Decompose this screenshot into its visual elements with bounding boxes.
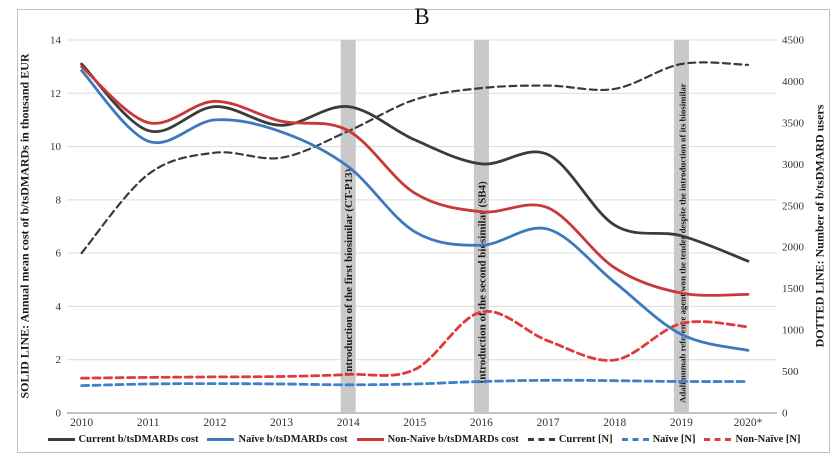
legend-item-current-b-tsdmards-cost: Current b/tsDMARDs cost: [47, 434, 199, 445]
x-tick-2014: 2014: [337, 417, 360, 429]
right-tick-1000: 1000: [782, 325, 805, 337]
x-tick-2017: 2017: [537, 417, 560, 429]
series-line-na-ve-b-tsdmards-cost: [80, 69, 750, 352]
event-annotation-2014: Introduction of the first biosimilar (CT…: [343, 168, 355, 376]
legend-label-non-na-ve-n: Non-Naïve [N]: [735, 434, 801, 445]
series-line-current-n: [80, 61, 750, 255]
x-tick-2016: 2016: [470, 417, 493, 429]
right-tick-2500: 2500: [782, 200, 805, 212]
right-tick-1500: 1500: [782, 283, 805, 295]
series-line-na-ve-n: [80, 378, 750, 387]
event-annotation-2019: Adalimumab reference agent won the tende…: [677, 83, 687, 403]
series-line-non-na-ve-n: [80, 309, 750, 380]
left-tick-14: 14: [50, 35, 62, 47]
event-bar-2019: [673, 40, 689, 412]
right-tick-3500: 3500: [782, 117, 805, 129]
right-tick-0: 0: [782, 408, 788, 420]
left-tick-0: 0: [56, 408, 62, 420]
legend: Current b/tsDMARDs cost Naïve b/tsDMARDs …: [17, 434, 831, 445]
right-tick-4500: 4500: [782, 35, 805, 47]
right-tick-500: 500: [782, 366, 799, 378]
right-tick-3000: 3000: [782, 159, 805, 171]
left-tick-10: 10: [50, 141, 62, 153]
x-tick-2018: 2018: [603, 417, 626, 429]
left-tick-6: 6: [56, 248, 62, 260]
left-tick-12: 12: [50, 88, 61, 100]
event-bar-2016: [473, 40, 489, 412]
x-tick-2013: 2013: [270, 417, 293, 429]
legend-item-na-ve-b-tsdmards-cost: Naïve b/tsDMARDs cost: [207, 434, 348, 445]
chart-frame: [17, 9, 830, 453]
x-tick-2019: 2019: [670, 417, 693, 429]
legend-label-non-na-ve-b-tsdmards-cost: Non-Naïve b/tsDMARDs cost: [387, 434, 519, 445]
legend-label-current-b-tsdmards-cost: Current b/tsDMARDs cost: [78, 434, 199, 445]
legend-item-na-ve-n: Naïve [N]: [621, 434, 696, 445]
legend-label-na-ve-b-tsdmards-cost: Naïve b/tsDMARDs cost: [238, 434, 348, 445]
left-tick-4: 4: [56, 301, 62, 313]
x-tick-2015: 2015: [403, 417, 426, 429]
series-line-non-na-ve-b-tsdmards-cost: [80, 65, 750, 297]
legend-marker-na-ve-n: [621, 438, 649, 441]
legend-marker-na-ve-b-tsdmards-cost: [207, 438, 235, 441]
left-tick-8: 8: [56, 194, 62, 206]
legend-marker-non-na-ve-n: [704, 438, 732, 441]
x-tick-2011: 2011: [137, 417, 160, 429]
legend-marker-current-b-tsdmards-cost: [47, 438, 75, 441]
legend-marker-current-n: [527, 438, 555, 441]
legend-item-current-n: Current [N]: [527, 434, 613, 445]
x-tick-2012: 2012: [203, 417, 226, 429]
legend-label-na-ve-n: Naïve [N]: [652, 434, 696, 445]
legend-item-non-na-ve-n: Non-Naïve [N]: [704, 434, 800, 445]
legend-marker-non-na-ve-b-tsdmards-cost: [356, 438, 384, 441]
x-tick-2020: 2020*: [734, 417, 763, 429]
left-tick-2: 2: [56, 354, 62, 366]
event-annotation-2016: Introduction of the second biosimilar (S…: [476, 181, 488, 384]
chart-title: B: [414, 4, 430, 29]
series-line-current-b-tsdmards-cost: [80, 62, 750, 263]
x-tick-2010: 2010: [70, 417, 93, 429]
legend-label-current-n: Current [N]: [558, 434, 613, 445]
legend-item-non-na-ve-b-tsdmards-cost: Non-Naïve b/tsDMARDs cost: [356, 434, 519, 445]
right-tick-4000: 4000: [782, 76, 805, 88]
right-tick-2000: 2000: [782, 242, 805, 254]
